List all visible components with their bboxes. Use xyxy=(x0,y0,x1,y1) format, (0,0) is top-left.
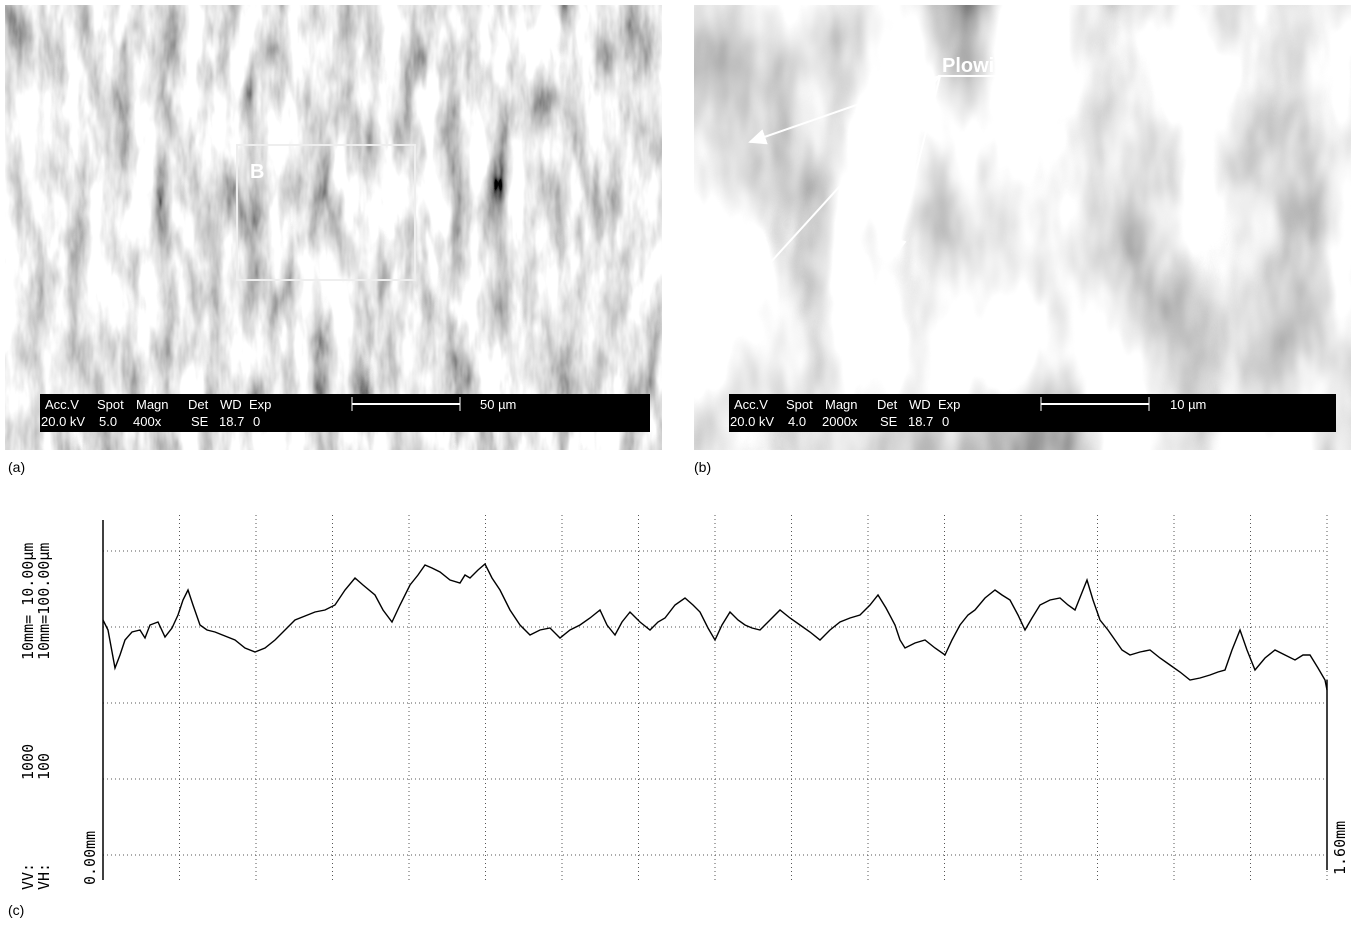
region-label: B xyxy=(250,161,264,183)
scale-label: 10 µm xyxy=(1170,397,1206,412)
scale-label: 50 µm xyxy=(480,397,516,412)
info-value: 20.0 kV xyxy=(730,414,774,429)
info-bar xyxy=(40,394,650,432)
info-value: SE xyxy=(880,414,898,429)
info-value: 400x xyxy=(133,414,162,429)
vh-label: VH: xyxy=(35,863,53,890)
vh-factor: 100 xyxy=(35,753,53,780)
vh-scale: 10mm=100.00µm xyxy=(35,543,53,660)
panel-label: (b) xyxy=(694,459,711,475)
info-header: Det xyxy=(877,397,898,412)
page: B 50 µm (a) Plowing 10 µm (b) VV: VH: 10… xyxy=(0,0,1351,925)
info-header: Acc.V xyxy=(45,397,79,412)
info-value: 4.0 xyxy=(788,414,806,429)
info-header: Exp xyxy=(249,397,271,412)
info-header: Spot xyxy=(97,397,124,412)
panel-label: (a) xyxy=(8,459,25,475)
end-label: 1.60mm xyxy=(1331,821,1349,875)
info-header: Magn xyxy=(825,397,858,412)
info-header: Spot xyxy=(786,397,813,412)
info-value: 0 xyxy=(942,414,949,429)
info-value: SE xyxy=(191,414,209,429)
info-header: Acc.V xyxy=(734,397,768,412)
profile-grid xyxy=(103,515,1327,880)
info-header: Det xyxy=(188,397,209,412)
scale-legend: VV: VH: 1000 100 10mm= 10.00µm 10mm=100.… xyxy=(19,543,53,890)
info-value: 18.7 xyxy=(908,414,933,429)
info-value: 20.0 kV xyxy=(41,414,85,429)
info-header: WD xyxy=(220,397,242,412)
sem-image xyxy=(5,5,662,450)
panel-label: (c) xyxy=(8,902,24,918)
start-label: 0.00mm xyxy=(81,831,99,885)
figure: B 50 µm (a) Plowing 10 µm (b) VV: VH: 10… xyxy=(0,0,1351,920)
info-header: WD xyxy=(909,397,931,412)
annotation: Plowing xyxy=(942,55,1019,77)
info-value: 18.7 xyxy=(219,414,244,429)
info-bar xyxy=(729,394,1336,432)
info-header: Magn xyxy=(136,397,169,412)
info-header: Exp xyxy=(938,397,960,412)
sem-image xyxy=(694,5,1351,450)
info-value: 5.0 xyxy=(99,414,117,429)
info-value: 2000x xyxy=(822,414,858,429)
info-value: 0 xyxy=(253,414,260,429)
